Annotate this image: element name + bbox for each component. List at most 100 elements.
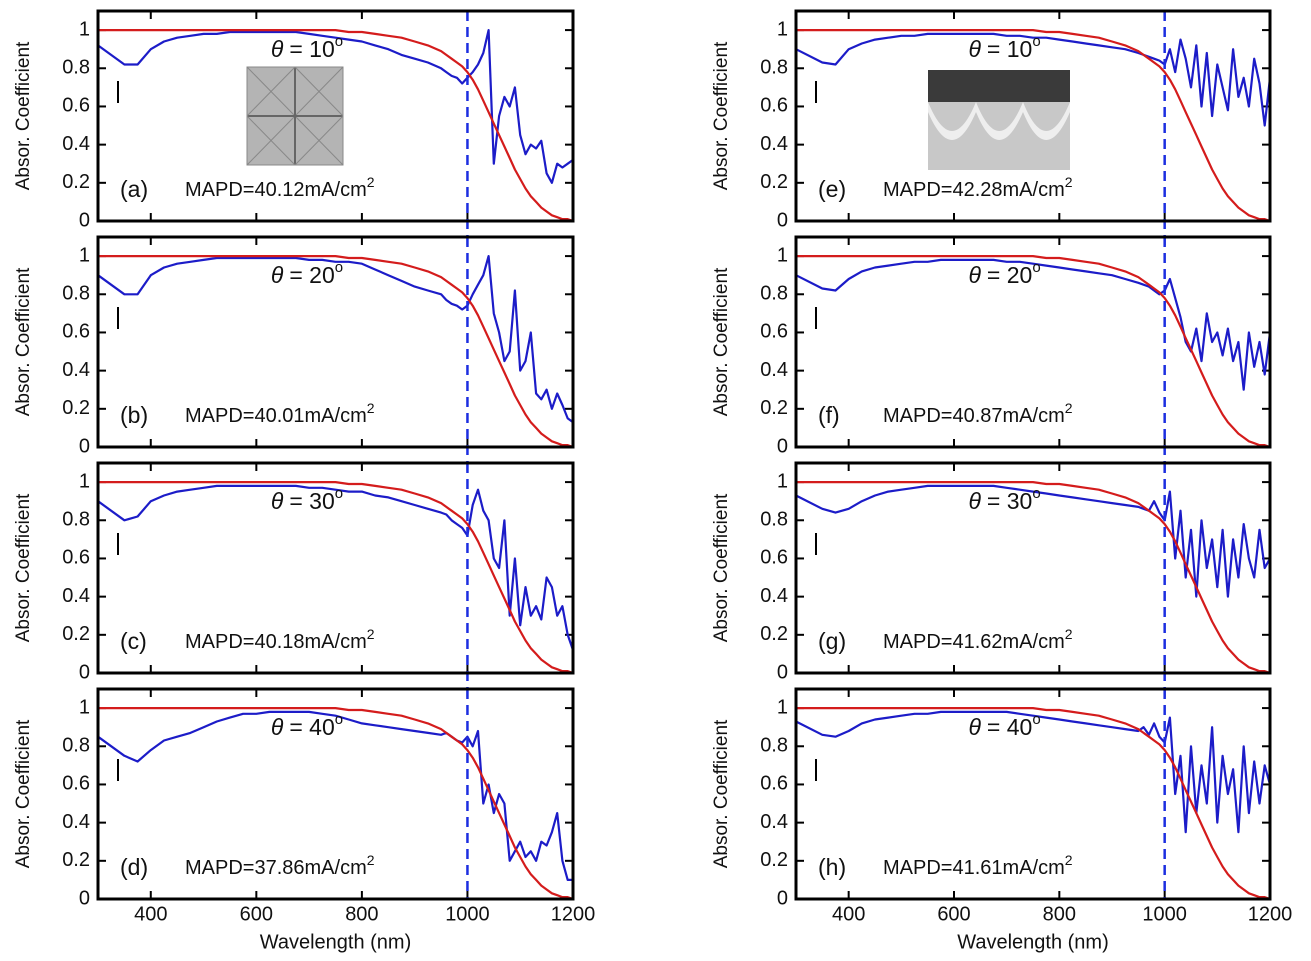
series-line <box>795 484 1271 598</box>
y-tick-label: 0.2 <box>760 171 788 193</box>
y-axis-label: Absor. Coefficient <box>13 41 34 190</box>
y-tick-label: 0.4 <box>760 359 788 381</box>
x-tick-label: 400 <box>832 903 865 925</box>
angle-symbol: θ <box>968 36 981 62</box>
plot-frame <box>794 461 1272 675</box>
y-tick-label: 0.6 <box>760 95 788 117</box>
series-line <box>796 255 1271 449</box>
mapd-label: MAPD=37.86mA/cm2 <box>185 852 375 880</box>
y-axis-label: Absor. Coefficient <box>711 493 732 642</box>
plot-frame <box>794 9 1272 223</box>
y-axis-label: Absor. Coefficient <box>711 719 732 868</box>
y-tick-label: 0 <box>79 661 90 683</box>
y-tick-label: 1 <box>777 18 788 40</box>
mapd-sup: 2 <box>1065 400 1073 416</box>
plot-frame <box>96 235 575 449</box>
mapd-text: MAPD=42.28mA/cm <box>883 179 1065 201</box>
y-tick-label: 0.4 <box>62 811 90 833</box>
y-tick-label: 0.4 <box>62 585 90 607</box>
y-tick-label: 0.4 <box>62 133 90 155</box>
plot-frame <box>794 235 1272 449</box>
mapd-text: MAPD=37.86mA/cm <box>185 857 367 879</box>
angle-sup: o <box>1032 33 1040 50</box>
y-tick-label: 0 <box>777 209 788 231</box>
panel-label: (h) <box>818 854 846 880</box>
y-tick-label: 0.8 <box>62 735 90 757</box>
angle-sup: o <box>1032 711 1040 728</box>
mapd-sup: 2 <box>367 852 375 868</box>
plot-frame <box>794 687 1272 901</box>
angle-label: θ = 30o <box>271 485 343 514</box>
x-tick-label: 1000 <box>445 903 490 925</box>
angle-sup: o <box>335 711 343 728</box>
angle-text: = 30 <box>987 488 1032 514</box>
y-tick-label: 0 <box>777 661 788 683</box>
mapd-label: MAPD=40.12mA/cm2 <box>185 174 375 202</box>
angle-label: θ = 30o <box>968 485 1040 514</box>
mapd-text: MAPD=40.12mA/cm <box>185 179 367 201</box>
series-line <box>97 255 574 424</box>
y-tick-label: 1 <box>79 470 90 492</box>
y-tick-label: 0.6 <box>62 95 90 117</box>
panel-label: (b) <box>120 402 148 428</box>
y-tick-label: 0 <box>777 887 788 909</box>
mapd-text: MAPD=40.18mA/cm <box>185 631 367 653</box>
y-tick-label: 0.8 <box>760 735 788 757</box>
mapd-sup: 2 <box>367 400 375 416</box>
y-tick-label: 0.2 <box>760 397 788 419</box>
y-axis-label: Absor. Coefficient <box>711 41 732 190</box>
mapd-sup: 2 <box>1065 852 1073 868</box>
mapd-text: MAPD=40.01mA/cm <box>185 405 367 427</box>
angle-sup: o <box>335 259 343 276</box>
y-tick-label: 0.4 <box>760 811 788 833</box>
y-tick-label: 0.8 <box>760 57 788 79</box>
y-tick-label: 0.4 <box>62 359 90 381</box>
y-tick-label: 0 <box>79 887 90 909</box>
y-tick-label: 0.8 <box>760 509 788 531</box>
mapd-sup: 2 <box>1065 626 1073 642</box>
y-tick-label: 1 <box>79 696 90 718</box>
panel-label: (a) <box>120 176 148 202</box>
x-tick-label: 400 <box>134 903 167 925</box>
y-tick-label: 0 <box>777 435 788 457</box>
angle-text: = 30 <box>289 488 334 514</box>
y-tick-label: 0.8 <box>62 283 90 305</box>
panel-label: (c) <box>120 628 147 654</box>
x-tick-label: 1200 <box>1248 903 1293 925</box>
mapd-label: MAPD=40.18mA/cm2 <box>185 626 375 654</box>
mapd-label: MAPD=41.61mA/cm2 <box>883 852 1073 880</box>
series-line <box>796 29 1271 223</box>
y-tick-label: 0 <box>79 209 90 231</box>
x-tick-label: 800 <box>345 903 378 925</box>
y-tick-label: 0.2 <box>62 397 90 419</box>
angle-symbol: θ <box>271 36 284 62</box>
series-line <box>98 29 574 223</box>
angle-label: θ = 10o <box>271 33 343 62</box>
x-tick-label: 800 <box>1043 903 1076 925</box>
angle-text: = 10 <box>289 36 334 62</box>
angle-symbol: θ <box>968 488 981 514</box>
angle-label: θ = 10o <box>968 33 1040 62</box>
series-line <box>98 707 574 901</box>
x-tick-label: 600 <box>240 903 273 925</box>
angle-text: = 40 <box>987 714 1032 740</box>
angle-label: θ = 40o <box>271 711 343 740</box>
angle-sup: o <box>1032 259 1040 276</box>
y-axis-label: Absor. Coefficient <box>13 493 34 642</box>
panel-label: (f) <box>818 402 840 428</box>
mapd-text: MAPD=41.61mA/cm <box>883 857 1065 879</box>
y-tick-label: 0.8 <box>760 283 788 305</box>
series-line <box>97 484 575 651</box>
angle-symbol: θ <box>271 488 284 514</box>
y-tick-label: 0.6 <box>62 773 90 795</box>
y-tick-label: 0.6 <box>760 773 788 795</box>
series-line <box>97 29 574 184</box>
series-line <box>795 258 1272 391</box>
mapd-label: MAPD=40.01mA/cm2 <box>185 400 375 428</box>
mapd-sup: 2 <box>1065 174 1073 190</box>
angle-symbol: θ <box>271 714 284 740</box>
x-tick-label: 1000 <box>1142 903 1187 925</box>
series-line <box>795 710 1272 834</box>
mapd-label: MAPD=40.87mA/cm2 <box>883 400 1073 428</box>
